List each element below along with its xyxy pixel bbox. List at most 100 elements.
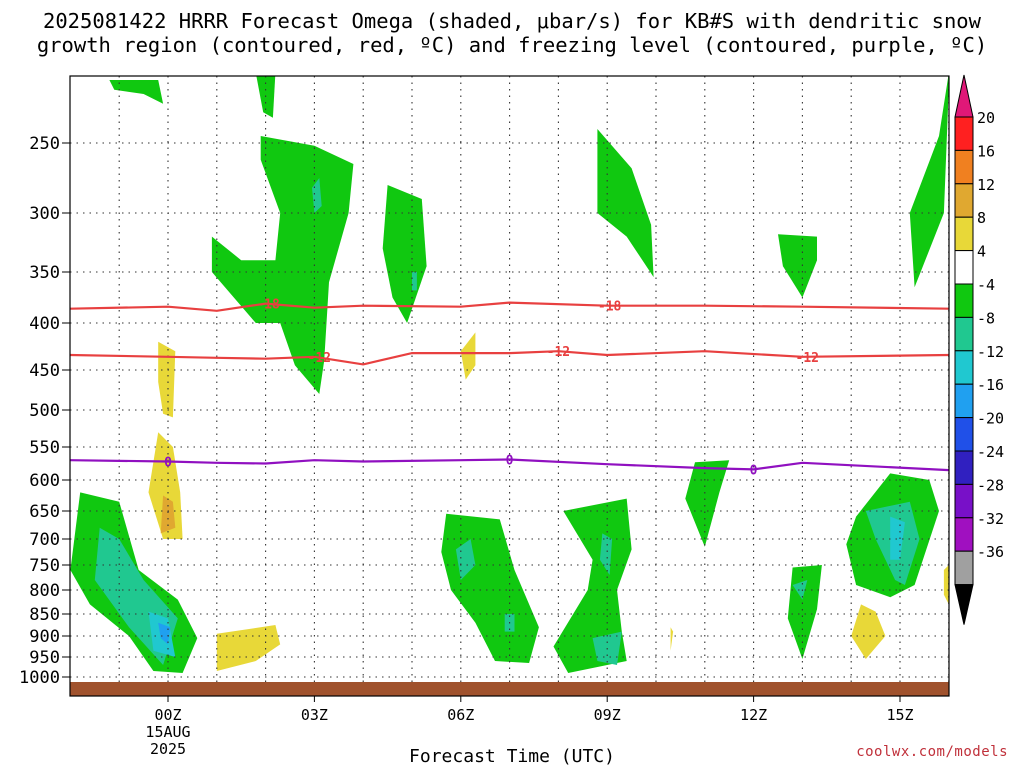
colorbar-label-12: 12	[977, 176, 995, 194]
omega-region-11	[692, 122, 715, 249]
contour-label-7: 0	[750, 463, 758, 478]
y-tick-label-500: 500	[29, 401, 60, 421]
omega-region-30	[670, 627, 674, 651]
colorbar-segment--8	[954, 316, 974, 352]
colorbar-label-4: 4	[977, 243, 986, 261]
omega-region-29	[651, 585, 683, 665]
colorbar-segment--20	[954, 417, 974, 452]
contour-dendritic_top	[70, 301, 949, 312]
y-tick-label-950: 950	[29, 648, 60, 668]
colorbar-label-20: 20	[977, 109, 995, 127]
colorbar-label--16: -16	[977, 376, 1004, 394]
colorbar-segment--32	[954, 517, 974, 552]
colorbar-segment--4	[954, 283, 974, 318]
omega-region-37	[792, 580, 808, 600]
colorbar-label--28: -28	[977, 476, 1004, 494]
x-tick-sublabel: 2025	[150, 740, 186, 758]
x-axis-title: Forecast Time (UTC)	[409, 746, 615, 767]
omega-region-39	[851, 604, 886, 659]
colorbar-segment--16	[954, 383, 974, 419]
contour-label-2: -12	[308, 351, 331, 366]
colorbar-label--36: -36	[977, 543, 1004, 561]
x-tick-label-00Z: 00Z	[154, 706, 181, 724]
colorbar-segment--28	[954, 483, 974, 519]
colorbar-segment--36	[954, 550, 974, 586]
colorbar-top-arrow	[954, 74, 974, 118]
y-tick-label-250: 250	[29, 134, 60, 154]
omega-region-45	[909, 76, 949, 288]
ground-strip	[70, 682, 949, 696]
omega-region-35	[778, 234, 817, 298]
colorbar-segment-20	[954, 116, 974, 151]
omega-region-6	[412, 272, 417, 291]
omega-region-15	[160, 495, 176, 534]
y-tick-label-1000: 1000	[19, 668, 60, 688]
y-tick-label-350: 350	[29, 263, 60, 283]
chart-title-line1: 2025081422 HRRR Forecast Omega (shaded, …	[43, 9, 981, 33]
colorbar-label-8: 8	[977, 209, 986, 227]
omega-region-21	[158, 622, 171, 645]
contour-dendritic_bottom	[70, 350, 949, 366]
omega-region-22	[441, 513, 539, 663]
chart-title-line2: growth region (contoured, red, ºC) and f…	[36, 33, 988, 57]
colorbar-segment-8	[954, 216, 974, 252]
omega-region-14	[148, 432, 183, 539]
colorbar-label--24: -24	[977, 443, 1004, 461]
omega-region-9	[460, 332, 476, 380]
y-tick-label-650: 650	[29, 502, 60, 522]
colorbar-label--32: -32	[977, 510, 1004, 528]
omega-region-42	[890, 516, 905, 560]
y-tick-label-900: 900	[29, 627, 60, 647]
y-tick-label-550: 550	[29, 438, 60, 458]
y-tick-label-850: 850	[29, 605, 60, 625]
omega-region-32	[685, 460, 730, 547]
colorbar-segment--12	[954, 350, 974, 385]
x-tick-label-12Z: 12Z	[740, 706, 767, 724]
contour-label-0: -18	[256, 298, 280, 313]
contour-label-1: -18	[598, 300, 622, 315]
colorbar-label--20: -20	[977, 410, 1004, 428]
contour-label-4: -12	[796, 351, 819, 366]
plot-frame	[69, 75, 950, 697]
colorbar-segment-16	[954, 149, 974, 185]
colorbar-label--12: -12	[977, 343, 1004, 361]
colorbar-segment-12	[954, 183, 974, 218]
omega-region-23	[455, 539, 476, 580]
x-tick-label-06Z: 06Z	[447, 706, 474, 724]
omega-region-7	[358, 317, 378, 366]
contour-label-6: 0	[506, 454, 514, 469]
omega-region-10	[597, 129, 654, 278]
omega-region-25	[553, 498, 632, 673]
contour-label-3: -12	[547, 345, 570, 360]
watermark: coolwx.com/models	[856, 744, 1008, 760]
omega-region-36	[787, 565, 822, 659]
y-tick-label-450: 450	[29, 361, 60, 381]
y-tick-label-400: 400	[29, 314, 60, 334]
colorbar-label-16: 16	[977, 142, 995, 160]
y-tick-label-300: 300	[29, 204, 60, 224]
x-tick-label-15Z: 15Z	[886, 706, 913, 724]
omega-region-26	[599, 533, 613, 575]
contour-label-5: 0	[164, 456, 172, 471]
omega-region-0	[109, 80, 164, 104]
y-tick-label-700: 700	[29, 530, 60, 550]
omega-region-34	[797, 360, 813, 406]
omega-region-33	[743, 432, 808, 578]
omega-region-2	[256, 76, 276, 118]
omega-region-5	[382, 185, 427, 323]
contour-freezing_level	[70, 458, 949, 472]
omega-region-17	[265, 458, 325, 484]
omega-region-13	[158, 341, 176, 418]
x-tick-label-03Z: 03Z	[301, 706, 328, 724]
omega-region-44	[943, 565, 949, 605]
omega-region-8	[426, 143, 608, 414]
y-tick-label-800: 800	[29, 581, 60, 601]
x-tick-label-09Z: 09Z	[594, 706, 621, 724]
y-tick-label-750: 750	[29, 556, 60, 576]
colorbar-label--4: -4	[977, 276, 995, 294]
colorbar-segment-4	[954, 250, 974, 285]
colorbar-label--8: -8	[977, 309, 995, 327]
x-tick-sublabel: 15AUG	[145, 723, 190, 741]
omega-region-1	[214, 76, 222, 129]
